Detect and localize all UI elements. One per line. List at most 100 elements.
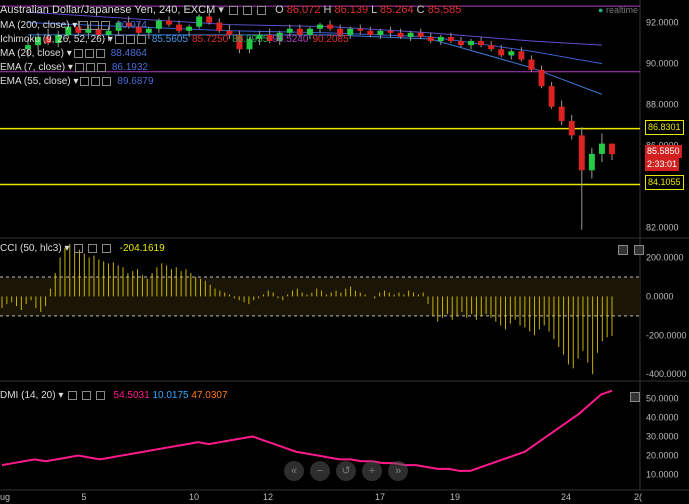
close-icon[interactable]: [136, 34, 146, 44]
settings-icon[interactable]: [114, 34, 124, 44]
cci-tick-label: -200.0000: [646, 330, 687, 340]
dropdown-arrow-icon[interactable]: ▾: [67, 62, 73, 73]
dmi-legend: DMI (14, 20) ▾ 54.5031 10.0175 47.0307: [0, 390, 228, 402]
candle-body: [367, 30, 374, 35]
countdown-label: 2:33:01: [645, 158, 680, 171]
candle-body: [276, 32, 283, 42]
indicator-label[interactable]: EMA (7, close): [0, 62, 66, 73]
candle-body: [578, 135, 585, 171]
candle-body: [347, 28, 354, 35]
dmi-value-1: 54.5031: [113, 390, 150, 401]
candle-body: [35, 36, 42, 46]
zoom-in-icon[interactable]: +: [362, 461, 382, 481]
close-icon[interactable]: [101, 20, 111, 30]
candle-body: [125, 22, 132, 27]
dmi-tick-label: 50.0000: [646, 393, 679, 403]
close-icon[interactable]: [95, 390, 105, 400]
open-value: 86.072: [286, 4, 321, 16]
dropdown-arrow-icon[interactable]: ▾: [218, 4, 224, 16]
eye-icon[interactable]: [90, 20, 100, 30]
dmi-value-3: 47.0307: [191, 390, 228, 401]
dmi-label[interactable]: DMI (14, 20): [0, 390, 56, 401]
dropdown-arrow-icon[interactable]: ▾: [66, 48, 72, 59]
eye-icon[interactable]: [125, 34, 135, 44]
close-icon[interactable]: [102, 76, 112, 86]
scroll-back-icon[interactable]: «: [284, 461, 304, 481]
price-tick-label: 92.0000: [646, 18, 679, 28]
settings-icon[interactable]: [228, 5, 238, 15]
candle-body: [266, 34, 273, 42]
candles: [25, 10, 615, 230]
settings-icon[interactable]: [68, 390, 78, 400]
indicator-label[interactable]: MA (200, close): [0, 20, 70, 31]
zoom-out-icon[interactable]: −: [310, 461, 330, 481]
eye-icon[interactable]: [85, 62, 95, 72]
indicator-extra-value: 90.5240: [272, 34, 309, 45]
dropdown-arrow-icon[interactable]: ▾: [64, 243, 70, 254]
close-icon[interactable]: [96, 62, 106, 72]
dropdown-arrow-icon[interactable]: ▾: [107, 34, 113, 45]
eye-icon[interactable]: [91, 76, 101, 86]
candle-body: [437, 36, 444, 42]
indicator-extra-value: 90.2085: [312, 34, 349, 45]
move-up-icon[interactable]: [630, 391, 640, 402]
low-value: 85.264: [379, 4, 414, 16]
candle-body: [296, 28, 303, 35]
time-tick-label: 12: [263, 492, 273, 502]
candle-body: [407, 32, 414, 37]
symbol-title[interactable]: Australian Dollar/Japanese Yen, 240, EXC…: [0, 4, 216, 16]
candle-body: [45, 36, 52, 44]
indicator-row: EMA (55, close) ▾ 89.6879: [0, 76, 154, 88]
last-price-label: 85.5850: [645, 145, 682, 158]
indicator-row: Ichimoku (9, 26, 52, 26) ▾ 85.5605 85.7250…: [0, 34, 349, 46]
cci-label[interactable]: CCI (50, hlc3): [0, 243, 62, 254]
candle-body: [327, 24, 334, 29]
indicator-value: 90.974: [116, 20, 147, 31]
eye-icon[interactable]: [88, 243, 98, 253]
eye-icon[interactable]: [84, 48, 94, 58]
eye-icon[interactable]: [81, 390, 91, 400]
candle-body: [256, 34, 263, 39]
candle-body: [538, 69, 545, 87]
candle-body: [25, 45, 31, 50]
settings-icon[interactable]: [79, 20, 89, 30]
settings-icon[interactable]: [73, 48, 83, 58]
indicator-label[interactable]: MA (20, close): [0, 48, 64, 59]
settings-icon[interactable]: [80, 76, 90, 86]
scroll-forward-icon[interactable]: »: [388, 461, 408, 481]
settings-icon[interactable]: [74, 62, 84, 72]
indicator-value: 86.1932: [111, 62, 148, 73]
indicator-label[interactable]: EMA (55, close): [0, 76, 71, 87]
candle-body: [598, 143, 605, 154]
candle-body: [176, 24, 183, 31]
dropdown-arrow-icon[interactable]: ▾: [72, 20, 78, 31]
candle-body: [95, 28, 102, 35]
move-down-icon[interactable]: [634, 244, 645, 255]
cci-tick-label: 0.0000: [646, 291, 674, 301]
time-tick-label: 5: [81, 492, 86, 502]
candle-body: [417, 32, 424, 37]
candle-body: [206, 16, 213, 23]
indicator-label[interactable]: Ichimoku (9, 26, 52, 26): [0, 34, 106, 45]
close-icon[interactable]: [257, 5, 267, 15]
dmi-tick-label: 40.0000: [646, 412, 679, 422]
close-icon[interactable]: [95, 48, 105, 58]
dropdown-arrow-icon[interactable]: ▾: [58, 390, 64, 401]
indicator-extra-value: 86.9935: [232, 34, 269, 45]
move-up-icon[interactable]: [618, 244, 628, 255]
open-label: O: [275, 4, 284, 16]
close-label: C: [416, 4, 425, 16]
cci-band: [0, 276, 640, 316]
dropdown-arrow-icon[interactable]: ▾: [73, 76, 79, 87]
candle-body: [588, 153, 595, 171]
dmi-tick-label: 30.0000: [646, 431, 679, 441]
candle-body: [317, 24, 323, 29]
support-price-label: 84.1055: [645, 175, 684, 190]
eye-icon[interactable]: [242, 5, 252, 15]
dmi-value-2: 10.0175: [152, 390, 189, 401]
reset-icon[interactable]: ↺: [336, 461, 356, 481]
close-icon[interactable]: [101, 243, 111, 253]
candle-body: [488, 45, 495, 50]
horizontal-lines: [0, 5, 640, 186]
settings-icon[interactable]: [74, 243, 84, 253]
